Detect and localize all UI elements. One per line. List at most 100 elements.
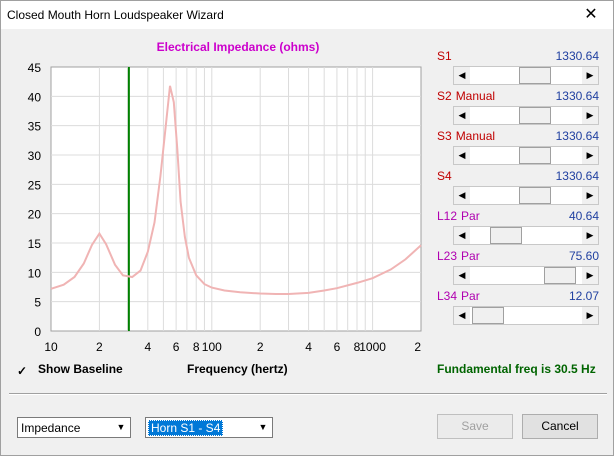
param-label: L34 Par bbox=[437, 289, 480, 303]
param-mode: Manual bbox=[455, 89, 496, 103]
x-tick-label: 8 bbox=[193, 340, 200, 354]
param-slider[interactable]: ◀ ▶ bbox=[453, 226, 599, 245]
show-baseline-checkbox[interactable]: ✓ Show Baseline bbox=[17, 362, 123, 378]
param-value: 1330.64 bbox=[555, 169, 599, 183]
slider-thumb[interactable] bbox=[544, 267, 577, 284]
impedance-curve bbox=[50, 85, 422, 295]
param-mode: Par bbox=[461, 249, 480, 263]
param-slider[interactable]: ◀ ▶ bbox=[453, 186, 599, 205]
close-icon[interactable]: ✕ bbox=[584, 6, 598, 23]
view-select-value: Impedance bbox=[21, 421, 81, 435]
y-tick-label: 45 bbox=[28, 61, 42, 75]
save-button[interactable]: Save bbox=[437, 414, 513, 439]
x-tick-label: 4 bbox=[305, 340, 312, 354]
param-slider[interactable]: ◀ ▶ bbox=[453, 146, 599, 165]
y-tick-label: 30 bbox=[28, 149, 42, 163]
mode-select[interactable]: Horn S1 - S4 ▼ bbox=[145, 417, 273, 438]
separator bbox=[9, 393, 607, 395]
param-name: L34 bbox=[437, 289, 458, 303]
param-slider[interactable]: ◀ ▶ bbox=[453, 306, 599, 325]
slider-thumb[interactable] bbox=[472, 307, 505, 324]
param-slider[interactable]: ◀ ▶ bbox=[453, 106, 599, 125]
view-select[interactable]: Impedance ▼ bbox=[17, 417, 131, 438]
slider-thumb[interactable] bbox=[518, 187, 551, 204]
scroll-left-icon[interactable]: ◀ bbox=[454, 67, 470, 84]
scroll-right-icon[interactable]: ▶ bbox=[582, 187, 598, 204]
y-tick-label: 0 bbox=[34, 325, 41, 339]
param-name: L23 bbox=[437, 249, 458, 263]
param-l12: L12 Par 40.64 ◀ ▶ bbox=[437, 209, 599, 249]
cancel-button[interactable]: Cancel bbox=[522, 414, 598, 439]
x-tick-label: 2 bbox=[257, 340, 264, 354]
scroll-right-icon[interactable]: ▶ bbox=[582, 227, 598, 244]
scroll-left-icon[interactable]: ◀ bbox=[454, 187, 470, 204]
param-label: S3 Manual bbox=[437, 129, 495, 143]
slider-thumb[interactable] bbox=[490, 227, 522, 244]
scroll-left-icon[interactable]: ◀ bbox=[454, 147, 470, 164]
param-l34: L34 Par 12.07 ◀ ▶ bbox=[437, 289, 599, 329]
param-label: S1 bbox=[437, 49, 452, 63]
scroll-right-icon[interactable]: ▶ bbox=[582, 147, 598, 164]
y-tick-label: 35 bbox=[28, 120, 42, 134]
param-label: L12 Par bbox=[437, 209, 480, 223]
param-name: L12 bbox=[437, 209, 458, 223]
chart-title: Electrical Impedance (ohms) bbox=[156, 40, 320, 54]
param-value: 12.07 bbox=[568, 289, 599, 303]
scroll-left-icon[interactable]: ◀ bbox=[454, 227, 470, 244]
x-axis-label: Frequency (hertz) bbox=[187, 362, 288, 376]
y-tick-label: 20 bbox=[28, 208, 42, 222]
param-mode: Par bbox=[461, 289, 480, 303]
param-name: S2 bbox=[437, 89, 452, 103]
show-baseline-label: Show Baseline bbox=[38, 362, 123, 376]
y-tick-label: 25 bbox=[28, 178, 42, 192]
chevron-down-icon: ▼ bbox=[116, 422, 126, 432]
fundamental-frequency-text: Fundamental freq is 30.5 Hz bbox=[437, 362, 596, 376]
scroll-left-icon[interactable]: ◀ bbox=[454, 267, 470, 284]
y-tick-label: 15 bbox=[28, 237, 42, 251]
slider-thumb[interactable] bbox=[518, 107, 551, 124]
param-mode: Manual bbox=[455, 129, 496, 143]
slider-thumb[interactable] bbox=[518, 67, 551, 84]
scroll-right-icon[interactable]: ▶ bbox=[582, 307, 598, 324]
param-label: L23 Par bbox=[437, 249, 480, 263]
plot-area bbox=[50, 66, 422, 332]
param-s4: S4 1330.64 ◀ ▶ bbox=[437, 169, 599, 209]
param-value: 1330.64 bbox=[555, 49, 599, 63]
y-tick-label: 5 bbox=[34, 296, 41, 310]
param-name: S1 bbox=[437, 49, 452, 63]
param-s3: S3 Manual 1330.64 ◀ ▶ bbox=[437, 129, 599, 169]
scroll-left-icon[interactable]: ◀ bbox=[454, 307, 470, 324]
scroll-right-icon[interactable]: ▶ bbox=[582, 107, 598, 124]
slider-thumb[interactable] bbox=[518, 147, 551, 164]
param-value: 40.64 bbox=[568, 209, 599, 223]
param-label: S2 Manual bbox=[437, 89, 495, 103]
param-slider[interactable]: ◀ ▶ bbox=[453, 66, 599, 85]
chevron-down-icon: ▼ bbox=[258, 422, 268, 432]
x-tick-label: 4 bbox=[144, 340, 151, 354]
param-s1: S1 1330.64 ◀ ▶ bbox=[437, 49, 599, 89]
x-tick-label: 100 bbox=[202, 340, 222, 354]
param-slider[interactable]: ◀ ▶ bbox=[453, 266, 599, 285]
param-value: 1330.64 bbox=[555, 89, 599, 103]
scroll-right-icon[interactable]: ▶ bbox=[582, 267, 598, 284]
x-tick-label: 6 bbox=[173, 340, 180, 354]
scroll-right-icon[interactable]: ▶ bbox=[582, 67, 598, 84]
title-bar: Closed Mouth Horn Loudspeaker Wizard ✕ bbox=[1, 1, 613, 29]
x-tick-label: 2 bbox=[414, 340, 421, 354]
mode-select-value: Horn S1 - S4 bbox=[148, 420, 224, 436]
checkbox-check-icon: ✓ bbox=[17, 364, 28, 378]
x-tick-label: 2 bbox=[96, 340, 103, 354]
param-s2: S2 Manual 1330.64 ◀ ▶ bbox=[437, 89, 599, 129]
y-tick-label: 10 bbox=[28, 266, 42, 280]
param-value: 75.60 bbox=[568, 249, 599, 263]
x-tick-label: 1000 bbox=[359, 340, 386, 354]
param-value: 1330.64 bbox=[555, 129, 599, 143]
x-tick-label: 10 bbox=[44, 340, 58, 354]
param-name: S3 bbox=[437, 129, 452, 143]
parameter-panel: S1 1330.64 ◀ ▶ S2 Manual 1330.64 ◀ ▶ S3 Manual 1330… bbox=[437, 49, 599, 329]
y-tick-label: 40 bbox=[28, 90, 42, 104]
param-l23: L23 Par 75.60 ◀ ▶ bbox=[437, 249, 599, 289]
scroll-left-icon[interactable]: ◀ bbox=[454, 107, 470, 124]
